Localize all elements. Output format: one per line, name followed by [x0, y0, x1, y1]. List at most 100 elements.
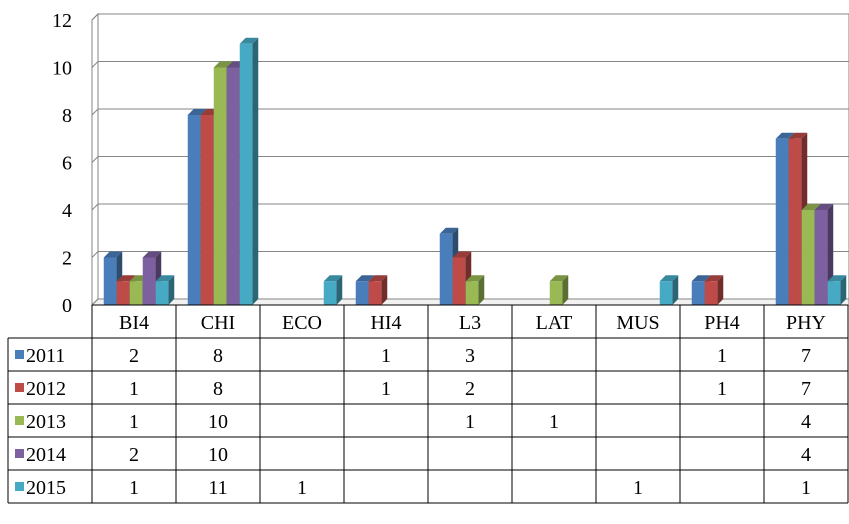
bar	[827, 275, 847, 305]
data-label: 1	[381, 345, 391, 367]
bar-side	[562, 275, 569, 305]
bar-front	[213, 67, 227, 305]
bar-front	[323, 281, 337, 305]
gridline	[91, 13, 849, 21]
legend-label: 2014	[26, 444, 66, 466]
bar-side	[381, 275, 388, 305]
y-tick-label: 8	[62, 105, 72, 127]
data-label: 1	[717, 345, 727, 367]
bar	[368, 275, 388, 305]
data-label: 1	[129, 411, 139, 433]
data-label: 1	[381, 378, 391, 400]
legend-key	[15, 416, 24, 425]
bar-front	[200, 115, 214, 305]
table-row: 2015 1 11 1 1 1	[15, 477, 811, 499]
data-label: 1	[717, 378, 727, 400]
table-row: 2012 1 8 1 2 1 7	[15, 378, 811, 400]
legend-label: 2013	[26, 411, 66, 433]
category-label: CHI	[201, 312, 235, 334]
bar-side	[672, 275, 679, 305]
bar-top	[368, 275, 388, 282]
bar-side	[840, 275, 847, 305]
data-label: 1	[297, 477, 307, 499]
legend-key	[15, 383, 24, 392]
bar	[549, 275, 569, 305]
bar-front	[355, 281, 369, 305]
bars	[103, 37, 847, 305]
gridline	[91, 203, 849, 211]
bar	[155, 275, 175, 305]
y-tick-label: 10	[52, 58, 72, 80]
bar-top	[355, 275, 375, 282]
data-label: 10	[208, 411, 228, 433]
bar-front	[452, 257, 466, 305]
bar-top	[116, 275, 136, 282]
gridline	[91, 298, 849, 306]
bar-top	[801, 204, 821, 210]
table-row: 2013 1 10 1 1 4	[15, 411, 811, 433]
y-tick-label: 2	[62, 248, 72, 270]
bar-top	[187, 109, 207, 115]
data-label: 1	[129, 477, 139, 499]
bar-top	[659, 275, 679, 282]
bar-front	[368, 281, 382, 305]
data-label: 1	[465, 411, 475, 433]
bar-front	[439, 233, 453, 305]
bar-top	[323, 275, 343, 282]
table-row: 2011 2 8 1 3 1 7	[15, 345, 811, 367]
category-label: HI4	[370, 312, 401, 334]
bar	[323, 275, 343, 305]
data-label: 8	[213, 378, 223, 400]
bar-side	[252, 37, 259, 305]
category-label: PHY	[786, 312, 826, 334]
bar-side	[336, 275, 343, 305]
gridlines	[91, 13, 849, 306]
bar-front	[187, 115, 201, 305]
category-label: BI4	[119, 312, 149, 334]
data-label: 7	[801, 378, 811, 400]
y-tick-label: 4	[62, 200, 72, 222]
bar	[465, 275, 485, 305]
data-label: 1	[801, 477, 811, 499]
bar-front	[827, 281, 841, 305]
category-label: PH4	[704, 312, 740, 334]
y-tick-label: 12	[52, 10, 72, 32]
bar	[239, 37, 259, 305]
bar-front	[801, 210, 815, 305]
bar-top	[465, 275, 485, 282]
legend-key	[15, 449, 24, 458]
gridline	[91, 61, 849, 68]
bar-top	[239, 37, 259, 44]
legend-label: 2015	[26, 477, 66, 499]
table-row: 2014 2 10 4	[15, 444, 811, 466]
legend-key	[15, 350, 24, 359]
category-label: ECO	[282, 312, 322, 334]
category-label: L3	[459, 312, 481, 334]
y-axis-tick-labels: 0 2 4 6 8 10 12	[52, 10, 72, 317]
gridline	[91, 251, 849, 258]
bar-front	[103, 257, 117, 305]
category-label: LAT	[536, 312, 573, 334]
data-label: 3	[465, 345, 475, 367]
bar-front	[788, 138, 802, 305]
bar-top	[814, 204, 834, 210]
bar-top	[549, 275, 569, 282]
bar-front	[226, 67, 240, 305]
y-tick-label: 0	[62, 295, 72, 317]
x-axis-category-labels: BI4 CHI ECO HI4 L3 LAT MUS PH4 PHY	[119, 312, 826, 334]
bar-front	[691, 281, 705, 305]
data-label: 4	[801, 411, 811, 433]
legend-key	[15, 482, 24, 491]
data-label: 2	[129, 444, 139, 466]
legend-label: 2012	[26, 378, 66, 400]
data-label: 8	[213, 345, 223, 367]
bar-top	[452, 251, 472, 258]
data-label: 1	[129, 378, 139, 400]
bar-front	[129, 281, 143, 305]
data-label: 10	[208, 444, 228, 466]
bar-side	[168, 275, 175, 305]
bar-side	[478, 275, 485, 305]
gridline	[91, 108, 849, 116]
